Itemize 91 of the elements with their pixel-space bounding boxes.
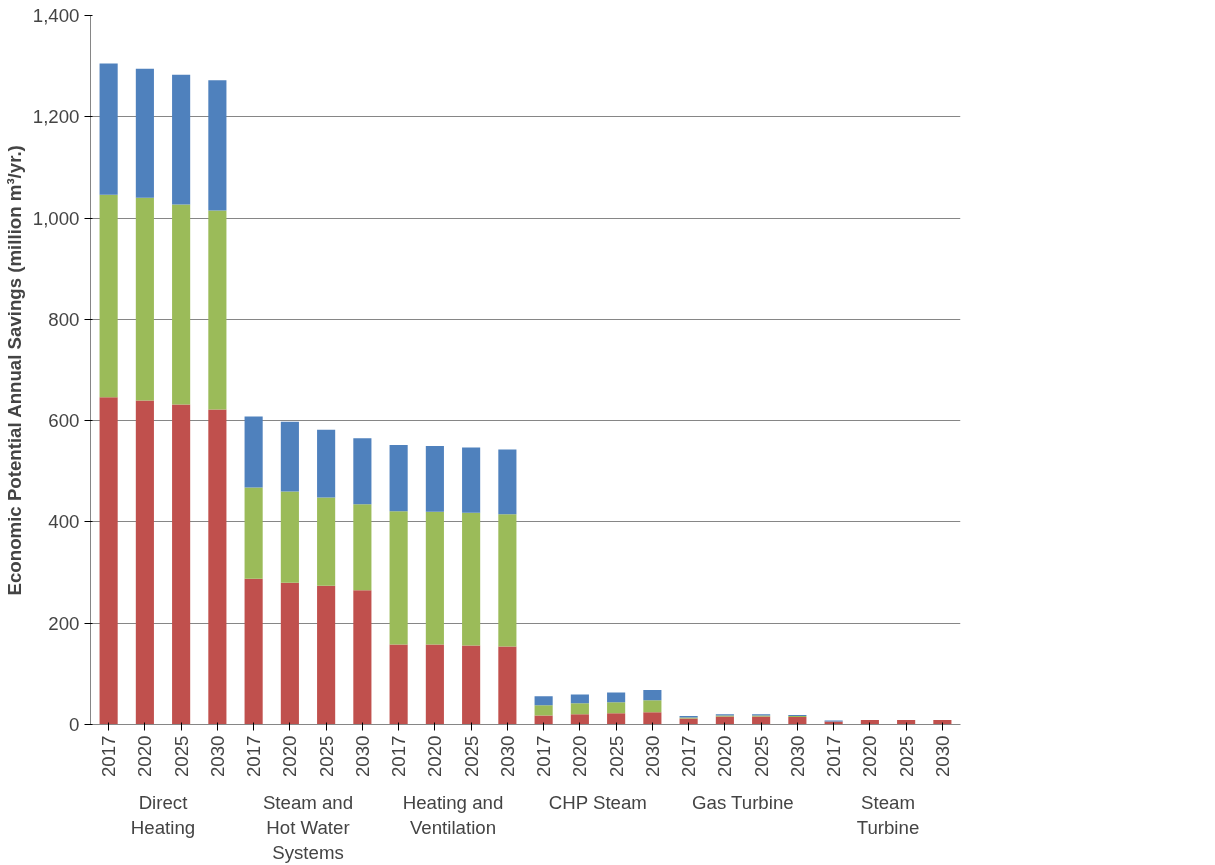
x-tick-label: 2017 — [823, 735, 845, 777]
bar — [244, 416, 263, 488]
x-tick-label: 2017 — [98, 735, 120, 777]
x-tick-label: 2020 — [424, 735, 446, 777]
bar — [280, 491, 299, 583]
bar — [534, 696, 553, 706]
text: Steam Turbine — [856, 791, 920, 838]
text: Heating and Ventilation — [402, 791, 504, 838]
text: CHP Steam — [548, 791, 647, 813]
bar — [715, 716, 734, 725]
text: Direct Heating — [130, 791, 196, 838]
x-tick-label: 2030 — [351, 735, 373, 777]
x-tick-label: 2030 — [786, 735, 808, 777]
bar — [498, 514, 517, 647]
bar — [208, 409, 227, 725]
bar — [498, 646, 517, 725]
bar — [570, 694, 589, 704]
x-tick-label: 2017 — [678, 735, 700, 777]
bar — [534, 705, 553, 716]
bar — [389, 444, 408, 512]
bar — [99, 194, 118, 398]
bar — [679, 718, 698, 725]
y-tick-label: 200 — [48, 612, 80, 634]
bar — [425, 511, 444, 645]
x-tick-label: 2025 — [750, 735, 772, 777]
bar — [425, 644, 444, 725]
bar — [99, 63, 118, 195]
bar — [99, 397, 118, 725]
y-tick-label: 800 — [48, 308, 80, 330]
bar — [607, 702, 626, 714]
bar — [462, 512, 481, 646]
bar — [425, 445, 444, 512]
x-tick-label: 2030 — [931, 735, 953, 777]
x-tick-label: 2025 — [895, 735, 917, 777]
bar — [462, 645, 481, 725]
bar — [752, 716, 771, 725]
bar — [135, 68, 154, 198]
bar — [607, 692, 626, 703]
x-tick-label: 2030 — [496, 735, 518, 777]
y-tick-label: 1,000 — [32, 207, 80, 229]
x-tick-label: 2025 — [170, 735, 192, 777]
bar — [607, 713, 626, 725]
x-tick-label: 2025 — [460, 735, 482, 777]
y-axis-title: Economic Potential Annual Savings (million m³/yr.) — [3, 145, 25, 596]
bar — [172, 404, 191, 725]
bar — [389, 511, 408, 645]
bar — [643, 690, 662, 701]
bar — [570, 714, 589, 725]
bar — [788, 716, 807, 725]
bar — [498, 449, 517, 515]
bar — [172, 204, 191, 405]
bar — [534, 715, 553, 725]
text: Steam and Hot Water Systems — [262, 791, 354, 863]
bar — [280, 582, 299, 725]
y-tick-label: 1,200 — [32, 106, 80, 128]
x-tick-label: 2017 — [243, 735, 265, 777]
bar — [280, 421, 299, 492]
bar — [353, 504, 372, 591]
x-tick-label: 2020 — [279, 735, 301, 777]
bar — [317, 585, 336, 725]
x-tick-label: 2030 — [206, 735, 228, 777]
y-tick-label: 600 — [48, 410, 80, 432]
bar — [462, 447, 481, 513]
x-tick-label: 2020 — [134, 735, 156, 777]
x-tick-label: 2030 — [641, 735, 663, 777]
text: Gas Turbine — [692, 791, 794, 813]
bar — [208, 210, 227, 410]
bar — [208, 80, 227, 211]
bar — [172, 74, 191, 205]
bar — [643, 700, 662, 713]
bar — [317, 429, 336, 498]
bar — [353, 438, 372, 505]
bar — [244, 487, 263, 579]
x-tick-label: 2025 — [315, 735, 337, 777]
bar — [353, 590, 372, 725]
bar — [135, 197, 154, 401]
bar — [389, 644, 408, 725]
x-tick-label: 2020 — [569, 735, 591, 777]
y-tick-label: 400 — [48, 511, 80, 533]
x-tick-label: 2017 — [388, 735, 410, 777]
y-tick-label: 0 — [69, 714, 80, 735]
bar — [570, 703, 589, 715]
x-tick-label: 2025 — [605, 735, 627, 777]
x-tick-label: 2020 — [714, 735, 736, 777]
bar — [135, 400, 154, 725]
bar — [244, 578, 263, 725]
bar — [317, 497, 336, 586]
x-tick-label: 2017 — [533, 735, 555, 777]
y-tick-label: 1,400 — [32, 5, 80, 26]
x-tick-label: 2020 — [859, 735, 881, 777]
bar — [643, 712, 662, 725]
